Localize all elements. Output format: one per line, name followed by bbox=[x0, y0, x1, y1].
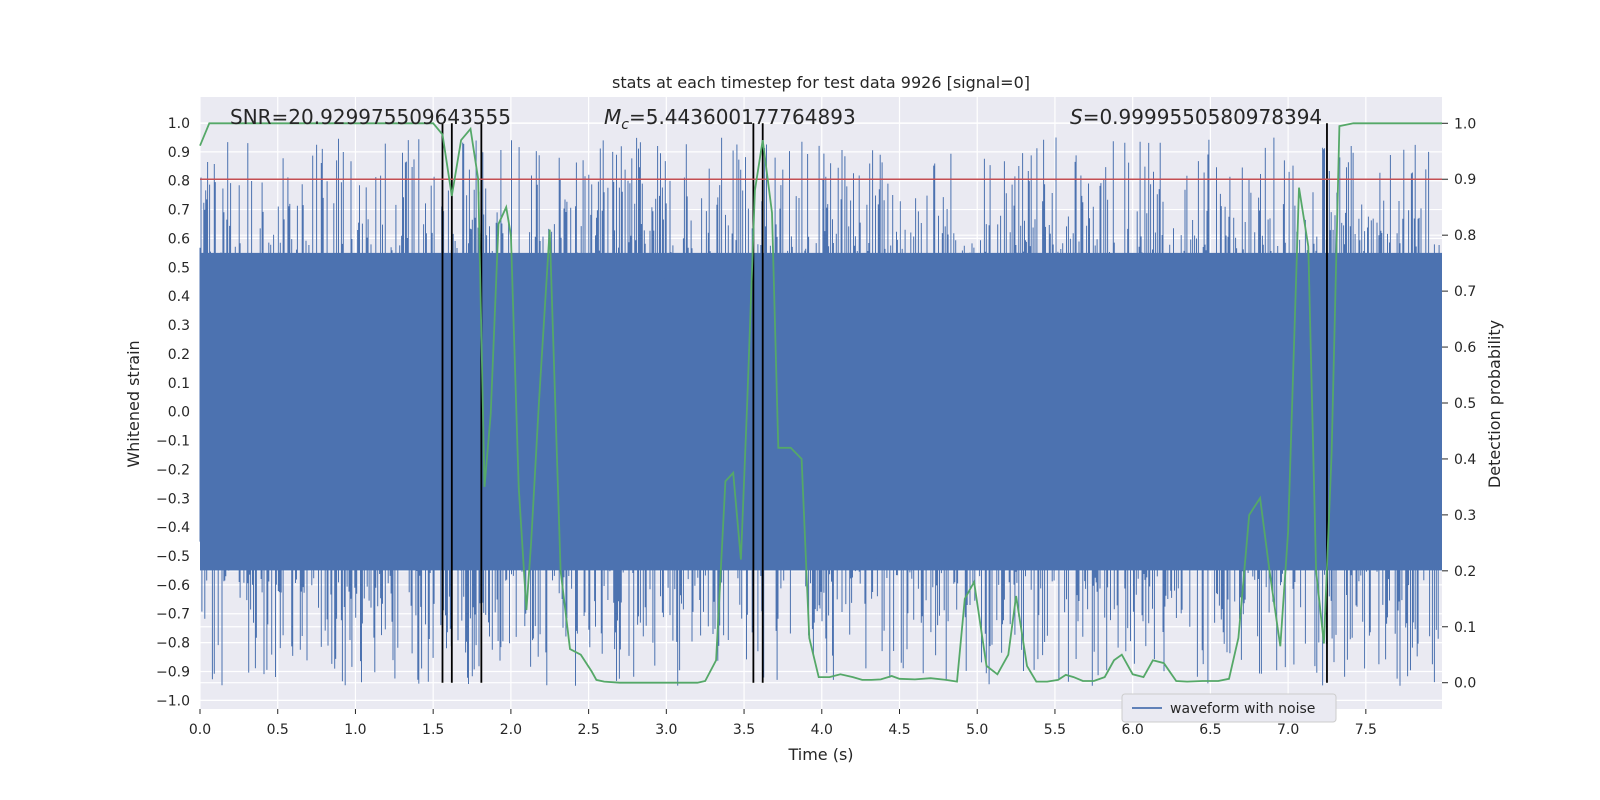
y-tick-label: −0.2 bbox=[156, 462, 190, 478]
y-tick-label: −0.8 bbox=[156, 636, 190, 652]
x-axis-title: Time (s) bbox=[787, 745, 853, 764]
x-tick-label: 6.0 bbox=[1122, 722, 1144, 738]
x-tick-label: 1.5 bbox=[422, 722, 444, 738]
y-tick-label: 0.5 bbox=[168, 260, 190, 276]
snr-annotation: SNR=20.929975509643555 bbox=[230, 105, 511, 129]
score-value: =0.9999550580978394 bbox=[1083, 105, 1322, 129]
chirp-mass-symbol: M bbox=[604, 105, 621, 129]
y2-tick-label: 0.3 bbox=[1454, 508, 1476, 524]
legend-label-waveform: waveform with noise bbox=[1170, 701, 1315, 717]
y2-tick-label: 0.5 bbox=[1454, 396, 1476, 412]
chirp-mass-subscript: c bbox=[621, 117, 629, 133]
y-tick-label: −1.0 bbox=[156, 693, 190, 709]
left-y-axis-ticks: 1.0 0.9 0.8 0.7 0.6 0.5 0.4 0.3 0.2 0.1 0.0 −0.1 −0.… bbox=[156, 116, 190, 709]
y2-tick-label: 0.6 bbox=[1454, 340, 1476, 356]
y2-tick-label: 0.9 bbox=[1454, 172, 1476, 188]
right-y-axis-title: Detection probability bbox=[1485, 320, 1504, 488]
y-tick-label: 0.9 bbox=[168, 145, 190, 161]
x-tick-label: 5.0 bbox=[966, 722, 988, 738]
y-tick-label: −0.7 bbox=[156, 607, 190, 623]
y-tick-label: 0.6 bbox=[168, 231, 190, 247]
legend: waveform with noise bbox=[1121, 693, 1337, 723]
x-tick-label: 1.0 bbox=[344, 722, 366, 738]
x-tick-label: 6.5 bbox=[1199, 722, 1221, 738]
y2-tick-label: 0.7 bbox=[1454, 284, 1476, 300]
chirp-mass-annotation: Mc=5.443600177764893 bbox=[604, 105, 856, 133]
y-tick-label: 0.8 bbox=[168, 174, 190, 190]
chart-title: stats at each timestep for test data 992… bbox=[612, 73, 1030, 92]
y-tick-label: −0.4 bbox=[156, 520, 190, 536]
y-tick-label: 0.0 bbox=[168, 405, 190, 421]
waveform-line bbox=[199, 137, 1442, 686]
legend-box bbox=[1121, 693, 1337, 723]
y-tick-label: −0.5 bbox=[156, 549, 190, 565]
score-annotation: S=0.9999550580978394 bbox=[1070, 105, 1322, 129]
y-tick-label: −0.3 bbox=[156, 491, 190, 507]
x-tick-label: 7.5 bbox=[1355, 722, 1377, 738]
y-tick-label: 0.3 bbox=[168, 318, 190, 334]
x-tick-label: 2.0 bbox=[500, 722, 522, 738]
detection-probability-line bbox=[199, 122, 1442, 684]
y-tick-label: 1.0 bbox=[168, 116, 190, 132]
y-axis-title: Whitened strain bbox=[124, 340, 143, 467]
y-tick-label: 0.1 bbox=[168, 376, 190, 392]
x-tick-label: 4.5 bbox=[888, 722, 910, 738]
right-y-axis-ticks: 1.0 0.9 0.8 0.7 0.6 0.5 0.4 0.3 0.2 0.1 0.0 bbox=[1442, 116, 1476, 692]
y2-tick-label: 0.4 bbox=[1454, 452, 1476, 468]
x-tick-label: 7.0 bbox=[1277, 722, 1299, 738]
y2-tick-label: 0.2 bbox=[1454, 564, 1476, 580]
waveform-series bbox=[199, 137, 1442, 686]
y-tick-label: −0.9 bbox=[156, 664, 190, 680]
score-symbol: S bbox=[1070, 105, 1083, 129]
y-tick-label: 0.2 bbox=[168, 347, 190, 363]
x-tick-label: 0.0 bbox=[189, 722, 211, 738]
y-tick-label: 0.7 bbox=[168, 203, 190, 219]
y-tick-label: −0.1 bbox=[156, 434, 190, 450]
y-tick-label: −0.6 bbox=[156, 578, 190, 594]
x-tick-label: 3.5 bbox=[733, 722, 755, 738]
x-axis-ticks: 0.0 0.5 1.0 1.5 2.0 2.5 3.0 3.5 4.0 4.5 5.0 5.5 6.0 6… bbox=[189, 709, 1377, 738]
y2-tick-label: 0.0 bbox=[1454, 676, 1476, 692]
x-tick-label: 2.5 bbox=[577, 722, 599, 738]
x-tick-label: 4.0 bbox=[811, 722, 833, 738]
y-tick-label: 0.4 bbox=[168, 289, 190, 305]
y2-tick-label: 0.1 bbox=[1454, 620, 1476, 636]
x-tick-label: 0.5 bbox=[267, 722, 289, 738]
y2-tick-label: 0.8 bbox=[1454, 228, 1476, 244]
x-tick-label: 3.0 bbox=[655, 722, 677, 738]
x-tick-label: 5.5 bbox=[1044, 722, 1066, 738]
chirp-mass-value: =5.443600177764893 bbox=[629, 105, 856, 129]
y2-tick-label: 1.0 bbox=[1454, 116, 1476, 132]
